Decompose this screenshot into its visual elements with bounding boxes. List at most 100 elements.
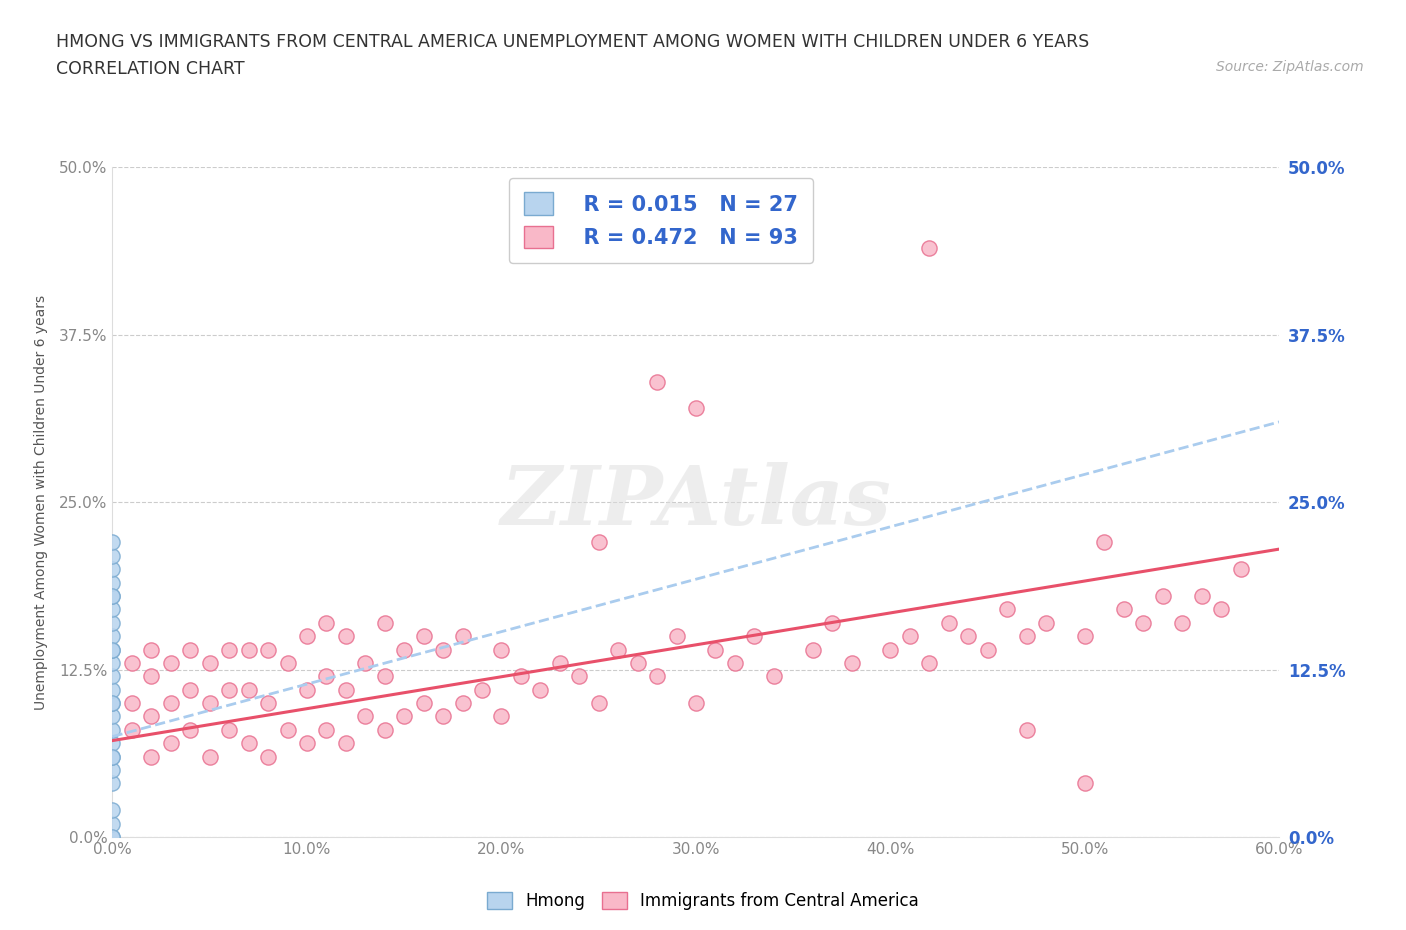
Point xyxy=(1074,776,1097,790)
Point xyxy=(354,656,377,671)
Point xyxy=(704,642,727,657)
Point xyxy=(101,549,124,564)
Point xyxy=(101,763,124,777)
Text: CORRELATION CHART: CORRELATION CHART xyxy=(56,60,245,78)
Point xyxy=(101,683,124,698)
Point xyxy=(1074,629,1097,644)
Point xyxy=(218,683,240,698)
Point xyxy=(412,629,434,644)
Point xyxy=(101,589,124,604)
Point xyxy=(218,642,240,657)
Point xyxy=(238,642,260,657)
Point xyxy=(141,669,163,684)
Point xyxy=(412,696,434,711)
Point xyxy=(374,723,396,737)
Point xyxy=(295,629,318,644)
Point xyxy=(821,616,844,631)
Point xyxy=(374,616,396,631)
Point xyxy=(101,642,124,657)
Point xyxy=(548,656,571,671)
Point xyxy=(451,696,474,711)
Point xyxy=(491,709,513,724)
Point xyxy=(976,642,998,657)
Point xyxy=(685,401,707,416)
Point xyxy=(238,683,260,698)
Point xyxy=(101,750,124,764)
Point xyxy=(101,562,124,577)
Point xyxy=(101,642,124,657)
Point xyxy=(451,629,474,644)
Point xyxy=(1209,602,1232,617)
Point xyxy=(101,830,124,844)
Point xyxy=(101,736,124,751)
Point xyxy=(509,669,531,684)
Point xyxy=(995,602,1018,617)
Point xyxy=(742,629,765,644)
Legend: Hmong, Immigrants from Central America: Hmong, Immigrants from Central America xyxy=(481,885,925,917)
Point xyxy=(198,750,221,764)
Point xyxy=(762,669,785,684)
Point xyxy=(898,629,921,644)
Point xyxy=(1092,535,1115,550)
Point xyxy=(276,723,298,737)
Point xyxy=(101,575,124,590)
Point xyxy=(471,683,494,698)
Point xyxy=(257,750,280,764)
Point xyxy=(957,629,980,644)
Point xyxy=(685,696,707,711)
Point xyxy=(374,669,396,684)
Point xyxy=(101,656,124,671)
Point xyxy=(588,535,610,550)
Point xyxy=(1171,616,1194,631)
Point xyxy=(101,709,124,724)
Text: Source: ZipAtlas.com: Source: ZipAtlas.com xyxy=(1216,60,1364,74)
Point xyxy=(568,669,591,684)
Point xyxy=(491,642,513,657)
Point xyxy=(295,683,318,698)
Point xyxy=(645,669,668,684)
Point xyxy=(588,696,610,711)
Point xyxy=(627,656,650,671)
Legend:   R = 0.015   N = 27,   R = 0.472   N = 93: R = 0.015 N = 27, R = 0.472 N = 93 xyxy=(509,178,813,263)
Point xyxy=(335,736,357,751)
Point xyxy=(179,642,201,657)
Point xyxy=(315,616,337,631)
Point xyxy=(335,629,357,644)
Point xyxy=(724,656,747,671)
Point xyxy=(918,240,941,255)
Point xyxy=(354,709,377,724)
Point xyxy=(101,696,124,711)
Point xyxy=(529,683,551,698)
Point xyxy=(257,642,280,657)
Point xyxy=(1152,589,1174,604)
Point xyxy=(101,669,124,684)
Point xyxy=(238,736,260,751)
Y-axis label: Unemployment Among Women with Children Under 6 years: Unemployment Among Women with Children U… xyxy=(34,295,48,710)
Point xyxy=(276,656,298,671)
Point xyxy=(160,736,183,751)
Point xyxy=(1112,602,1135,617)
Point xyxy=(392,642,416,657)
Point xyxy=(1015,723,1038,737)
Point xyxy=(335,683,357,698)
Point xyxy=(101,750,124,764)
Point xyxy=(1132,616,1154,631)
Point xyxy=(160,696,183,711)
Point xyxy=(179,723,201,737)
Point xyxy=(198,696,221,711)
Point xyxy=(841,656,863,671)
Point xyxy=(879,642,901,657)
Point xyxy=(101,616,124,631)
Point xyxy=(101,629,124,644)
Point xyxy=(801,642,824,657)
Point xyxy=(101,589,124,604)
Point xyxy=(101,776,124,790)
Point xyxy=(432,709,454,724)
Point xyxy=(121,696,143,711)
Point xyxy=(607,642,630,657)
Point xyxy=(141,709,163,724)
Text: ZIPAtlas: ZIPAtlas xyxy=(501,462,891,542)
Point xyxy=(1035,616,1057,631)
Point xyxy=(141,750,163,764)
Point xyxy=(198,656,221,671)
